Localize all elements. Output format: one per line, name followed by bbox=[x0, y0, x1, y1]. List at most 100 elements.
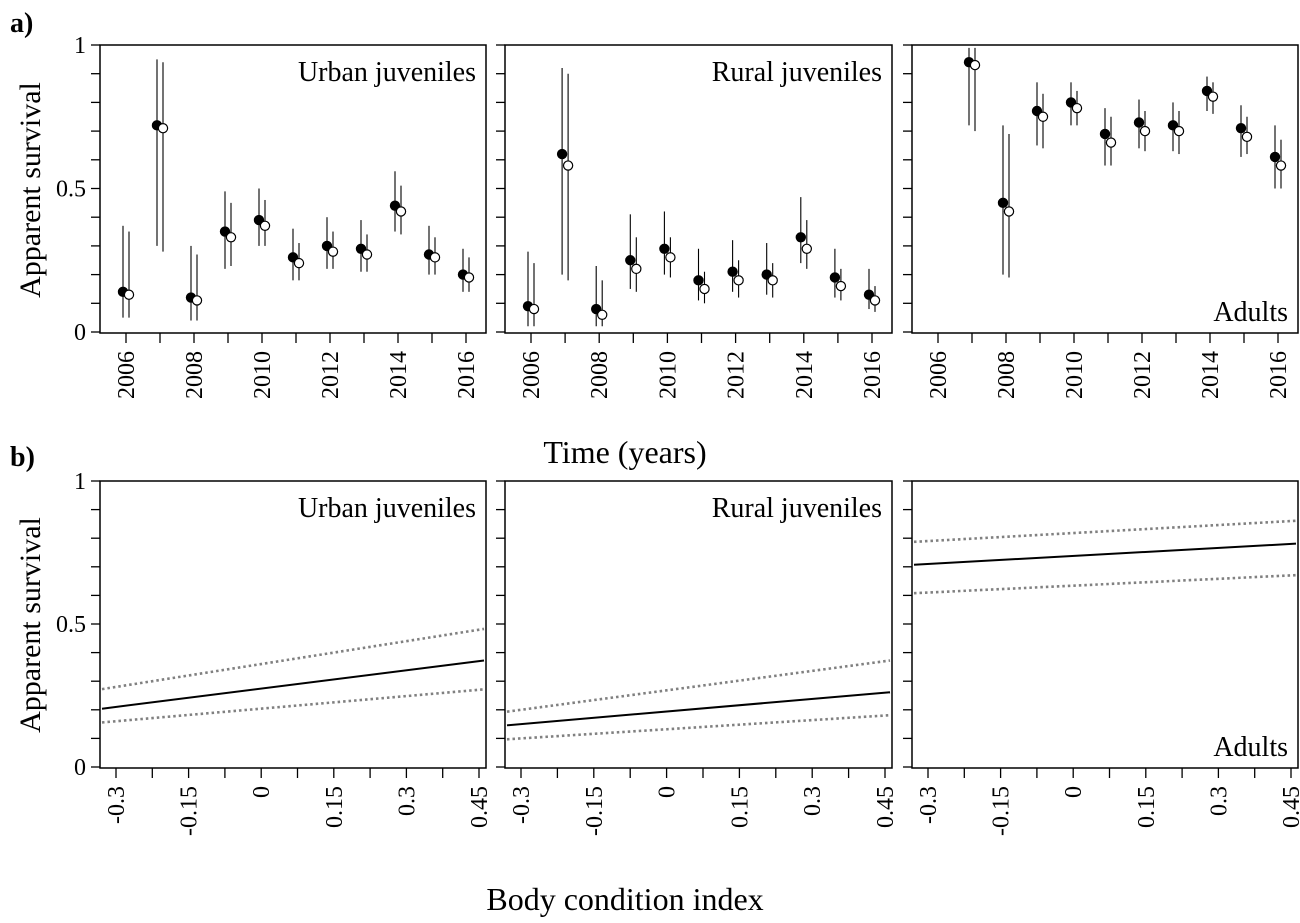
panel-a-1-point-open bbox=[429, 252, 441, 263]
panel-a-1-ytick-label: 1 bbox=[74, 33, 86, 59]
panel-a-3: Adults 2006 2008 2010 2012 2014 2016 bbox=[903, 44, 1299, 399]
top-x-axis-title: Time (years) bbox=[543, 434, 706, 470]
panel-b-3-xtick-label: 0.45 bbox=[1279, 786, 1300, 828]
panel-b-3-xtick-label: 0.3 bbox=[1206, 786, 1232, 816]
panel-a-1-point-open bbox=[123, 289, 135, 300]
panel-a-1-point-open bbox=[361, 249, 373, 260]
panel-a-3-point-filled bbox=[1235, 123, 1247, 134]
panel-b-3-ci-line bbox=[913, 519, 1297, 544]
panel-a-3-point-open bbox=[1207, 91, 1219, 102]
panel-a-2-xtick-label: 2006 bbox=[519, 351, 545, 399]
panel-b-3: Adults -0.3 -0.15 0 0.15 0.3 0.45 bbox=[903, 480, 1300, 836]
panel-a-2-point-filled bbox=[829, 272, 841, 283]
panel-a-2-point-filled bbox=[795, 232, 807, 243]
panel-a-1-point-open bbox=[293, 257, 305, 269]
panel-a-2-point-filled bbox=[727, 266, 738, 277]
panels: 0 0.5 1 Urban juveniles 2006 2008 2010 2012 2014… bbox=[56, 33, 1300, 836]
panel-a-2-point-open bbox=[562, 160, 574, 171]
panel-b-3-xtick-label: 0.15 bbox=[1134, 786, 1160, 828]
panel-a-3-point-filled bbox=[1133, 117, 1145, 128]
panel-b-3-xtick-label: -0.15 bbox=[989, 786, 1015, 836]
panel-b-2-ci-line bbox=[506, 713, 891, 741]
panel-a-2-xtick-label: 2010 bbox=[655, 351, 681, 399]
panel-b-2-title: Rural juveniles bbox=[712, 493, 882, 524]
top-y-axis-title: Apparent survival bbox=[14, 82, 47, 298]
panel-a-3-point-filled bbox=[997, 197, 1009, 209]
panel-a-3-point-open bbox=[1139, 125, 1151, 137]
panel-a-3-xtick-label: 2006 bbox=[926, 351, 952, 399]
panel-a-3-xtick-label: 2014 bbox=[1198, 351, 1224, 399]
panel-a-2-point-filled bbox=[659, 243, 670, 254]
panel-b-1-ytick-label: 1 bbox=[74, 469, 86, 495]
panel-a-1-frame bbox=[99, 44, 487, 334]
panel-a-2-point-open bbox=[631, 263, 642, 275]
panel-a-1-point-open bbox=[259, 220, 271, 232]
panel-b-3-title: Adults bbox=[1213, 732, 1288, 763]
panel-b-1-xtick-label: 0 bbox=[249, 786, 275, 798]
panel-a-2-point-open bbox=[733, 275, 744, 286]
panel-b-1-xtick-label: 0.45 bbox=[467, 786, 493, 828]
bottom-x-axis-title: Body condition index bbox=[486, 881, 763, 917]
panel-b-1-xtick-label: -0.3 bbox=[104, 786, 130, 824]
panel-a-1-ytick-label: 0.5 bbox=[56, 177, 86, 203]
bottom-y-axis-title: Apparent survival bbox=[14, 517, 47, 733]
panel-b-1-xtick-label: 0.15 bbox=[322, 786, 348, 828]
panel-a-2-xtick-label: 2016 bbox=[860, 351, 886, 399]
panel-a-1: 0 0.5 1 Urban juveniles 2006 2008 2010 2012 2014… bbox=[56, 33, 487, 399]
panel-a-2-point-open bbox=[665, 252, 676, 263]
panel-a-2-point-open bbox=[801, 243, 813, 254]
panel-a-2-xtick-label: 2012 bbox=[724, 351, 750, 399]
panel-b-1: 0 0.5 1 Urban juveniles -0.3 -0.15 0 0.15 0.3 0.4… bbox=[56, 469, 493, 836]
panel-a-1-point-open bbox=[225, 232, 237, 243]
panel-a-3-frame bbox=[911, 44, 1299, 334]
panel-b-3-ci-line bbox=[913, 573, 1297, 595]
panel-a-3-title: Adults bbox=[1213, 297, 1288, 328]
panel-b-1-xtick-label: -0.15 bbox=[177, 786, 203, 836]
panel-b-2-frame bbox=[504, 480, 893, 769]
panel-a-3-xtick-label: 2016 bbox=[1266, 351, 1292, 399]
panel-a-3-point-open bbox=[1003, 206, 1015, 217]
panel-b-2-ci-line bbox=[506, 659, 891, 713]
panel-a-2-xtick-label: 2014 bbox=[792, 351, 818, 399]
panel-b-2-xtick-label: -0.3 bbox=[509, 786, 535, 824]
panel-b-3-xtick-label: 0 bbox=[1061, 786, 1087, 798]
panel-a-3-point-open bbox=[1173, 125, 1185, 137]
panel-a-1-xtick-label: 2008 bbox=[182, 351, 208, 399]
panel-a-2-point-open bbox=[699, 283, 710, 295]
panel-a-1-point-open bbox=[463, 272, 475, 283]
panel-a-1-point-open bbox=[395, 206, 407, 217]
panel-a-1-xtick-label: 2006 bbox=[114, 351, 140, 399]
panel-a-2-point-filled bbox=[693, 275, 704, 286]
panel-a-1-title: Urban juveniles bbox=[298, 57, 476, 88]
panel-b-1-frame bbox=[99, 480, 487, 769]
panel-a-3-point-filled bbox=[1099, 128, 1111, 140]
panel-a-2-point-open bbox=[597, 309, 608, 320]
panel-a-3-point-open bbox=[1105, 137, 1117, 148]
panel-label-b: b) bbox=[10, 442, 35, 473]
panel-a-1-ytick-label: 0 bbox=[74, 320, 86, 346]
panel-a-1-xtick-label: 2012 bbox=[318, 351, 344, 399]
panel-a-3-xtick-label: 2008 bbox=[994, 351, 1020, 399]
panel-b-1-ytick-label: 0 bbox=[74, 755, 86, 781]
panel-b-2-xtick-label: 0 bbox=[655, 786, 681, 798]
panel-b-1-estimate-line bbox=[101, 659, 485, 710]
panel-a-2-point-open bbox=[835, 280, 847, 292]
panel-b-2-xtick-label: 0.15 bbox=[727, 786, 753, 828]
panel-a-3-point-open bbox=[1275, 160, 1287, 171]
panel-a-2: Rural juveniles 2006 2008 2010 2012 2014 2016 bbox=[496, 44, 893, 399]
panel-b-3-xtick-label: -0.3 bbox=[916, 786, 942, 824]
panel-b-1-ytick-label: 0.5 bbox=[56, 612, 86, 638]
panel-a-3-xtick-label: 2012 bbox=[1130, 351, 1156, 399]
panel-b-1-title: Urban juveniles bbox=[298, 493, 476, 524]
panel-label-a: a) bbox=[10, 8, 33, 39]
panel-b-1-ci-line bbox=[101, 688, 485, 724]
panel-a-1-xtick-label: 2010 bbox=[250, 351, 276, 399]
panel-a-2-xtick-label: 2008 bbox=[587, 351, 613, 399]
panel-a-3-xtick-label: 2010 bbox=[1062, 351, 1088, 399]
panel-a-3-point-filled bbox=[1269, 151, 1281, 163]
panel-b-2-xtick-label: -0.15 bbox=[582, 786, 608, 836]
panel-a-2-point-filled bbox=[625, 255, 636, 266]
panel-a-2-point-open bbox=[767, 275, 778, 286]
panel-a-3-point-open bbox=[969, 59, 981, 71]
